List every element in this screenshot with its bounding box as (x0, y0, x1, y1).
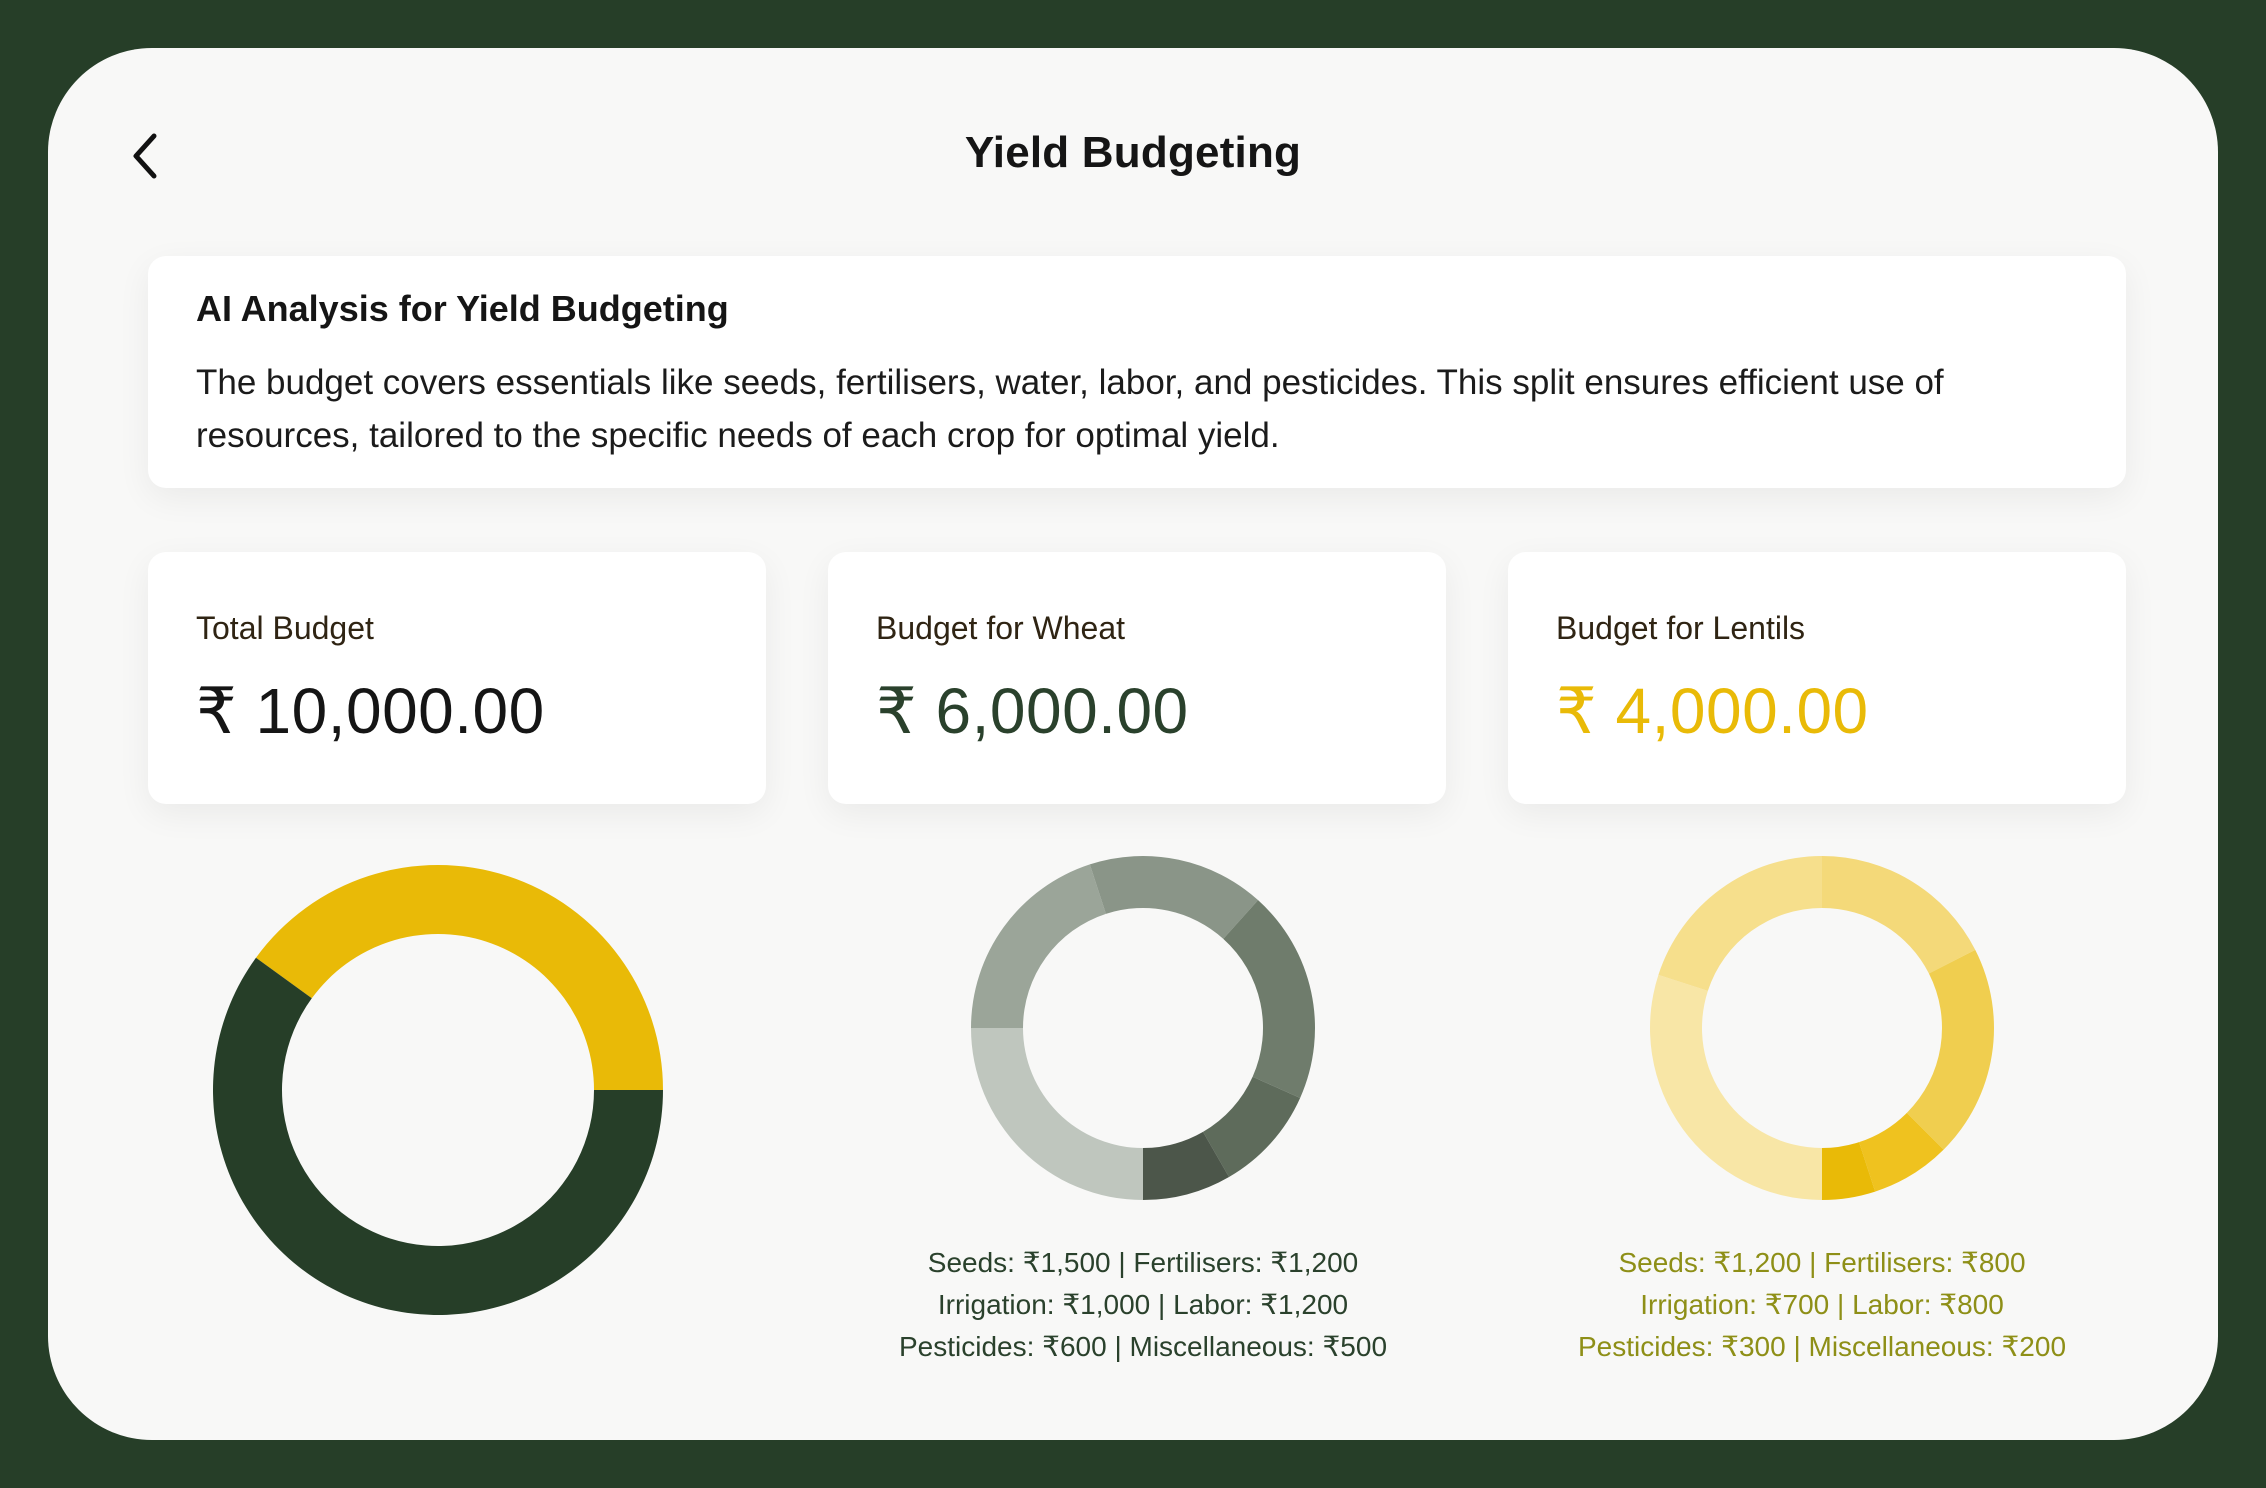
lentils-donut-slice-seeds (1650, 974, 1822, 1200)
analysis-body: The budget covers essentials like seeds,… (196, 363, 1944, 455)
back-button[interactable] (118, 124, 178, 188)
lentils-budget-card: Budget for Lentils ₹ 4,000.00 (1508, 552, 2126, 804)
lentils-legend-line-3: Pesticides: ₹300 | Miscellaneous: ₹200 (1577, 1331, 2067, 1362)
wheat-breakdown-legend: Seeds: ₹1,500 | Fertilisers: ₹1,200 Irri… (793, 1242, 1493, 1368)
wheat-budget-card: Budget for Wheat ₹ 6,000.00 (828, 552, 1446, 804)
lentils-donut-slice-pesticides (1859, 1112, 1944, 1192)
wheat-legend-line-3: Pesticides: ₹600 | Miscellaneous: ₹500 (898, 1331, 1388, 1362)
lentils-legend-line-1: Seeds: ₹1,200 | Fertilisers: ₹800 (1618, 1247, 2026, 1278)
lentils-budget-value: ₹ 4,000.00 (1556, 675, 1869, 747)
main-panel: Yield Budgeting AI Analysis for Yield Bu… (48, 48, 2218, 1440)
lentils-breakdown-legend: Seeds: ₹1,200 | Fertilisers: ₹800 Irriga… (1472, 1242, 2172, 1368)
wheat-donut-slice-labor (1223, 900, 1315, 1098)
total-budget-card: Total Budget ₹ 10,000.00 (148, 552, 766, 804)
analysis-title: AI Analysis for Yield Budgeting (196, 288, 729, 329)
wheat-legend-line-1: Seeds: ₹1,500 | Fertilisers: ₹1,200 (927, 1247, 1359, 1278)
total-budget-donut-chart (212, 865, 663, 1315)
total-donut-slice-lentils (255, 865, 663, 1090)
lentils-donut-slice-fertilisers (1658, 856, 1822, 991)
lentils-budget-label: Budget for Lentils (1556, 610, 1806, 646)
wheat-legend-line-2: Irrigation: ₹1,000 | Labor: ₹1,200 (937, 1289, 1349, 1320)
page-title: Yield Budgeting (964, 128, 1302, 177)
wheat-donut-slice-irrigation (1089, 856, 1259, 939)
ai-analysis-card: AI Analysis for Yield Budgeting The budg… (148, 256, 2126, 488)
lentils-donut-slice-irrigation (1822, 856, 1976, 974)
total-budget-value: ₹ 10,000.00 (196, 675, 545, 747)
lentils-legend-line-2: Irrigation: ₹700 | Labor: ₹800 (1640, 1289, 2004, 1320)
wheat-donut-slice-pesticides (1203, 1076, 1301, 1177)
wheat-donut-slice-miscellaneous (1143, 1131, 1229, 1200)
wheat-budget-donut-chart (971, 856, 1315, 1200)
lentils-donut-slice-miscellaneous (1822, 1142, 1876, 1200)
total-budget-label: Total Budget (196, 610, 374, 646)
lentils-donut-slice-labor (1906, 949, 1994, 1150)
lentils-budget-donut-chart (1650, 856, 1994, 1200)
wheat-donut-slice-seeds (971, 1028, 1143, 1200)
wheat-donut-slice-fertilisers (971, 864, 1106, 1028)
wheat-budget-label: Budget for Wheat (876, 610, 1126, 646)
chevron-left-icon (133, 133, 157, 179)
wheat-budget-value: ₹ 6,000.00 (876, 675, 1189, 747)
total-donut-slice-wheat (212, 957, 663, 1315)
